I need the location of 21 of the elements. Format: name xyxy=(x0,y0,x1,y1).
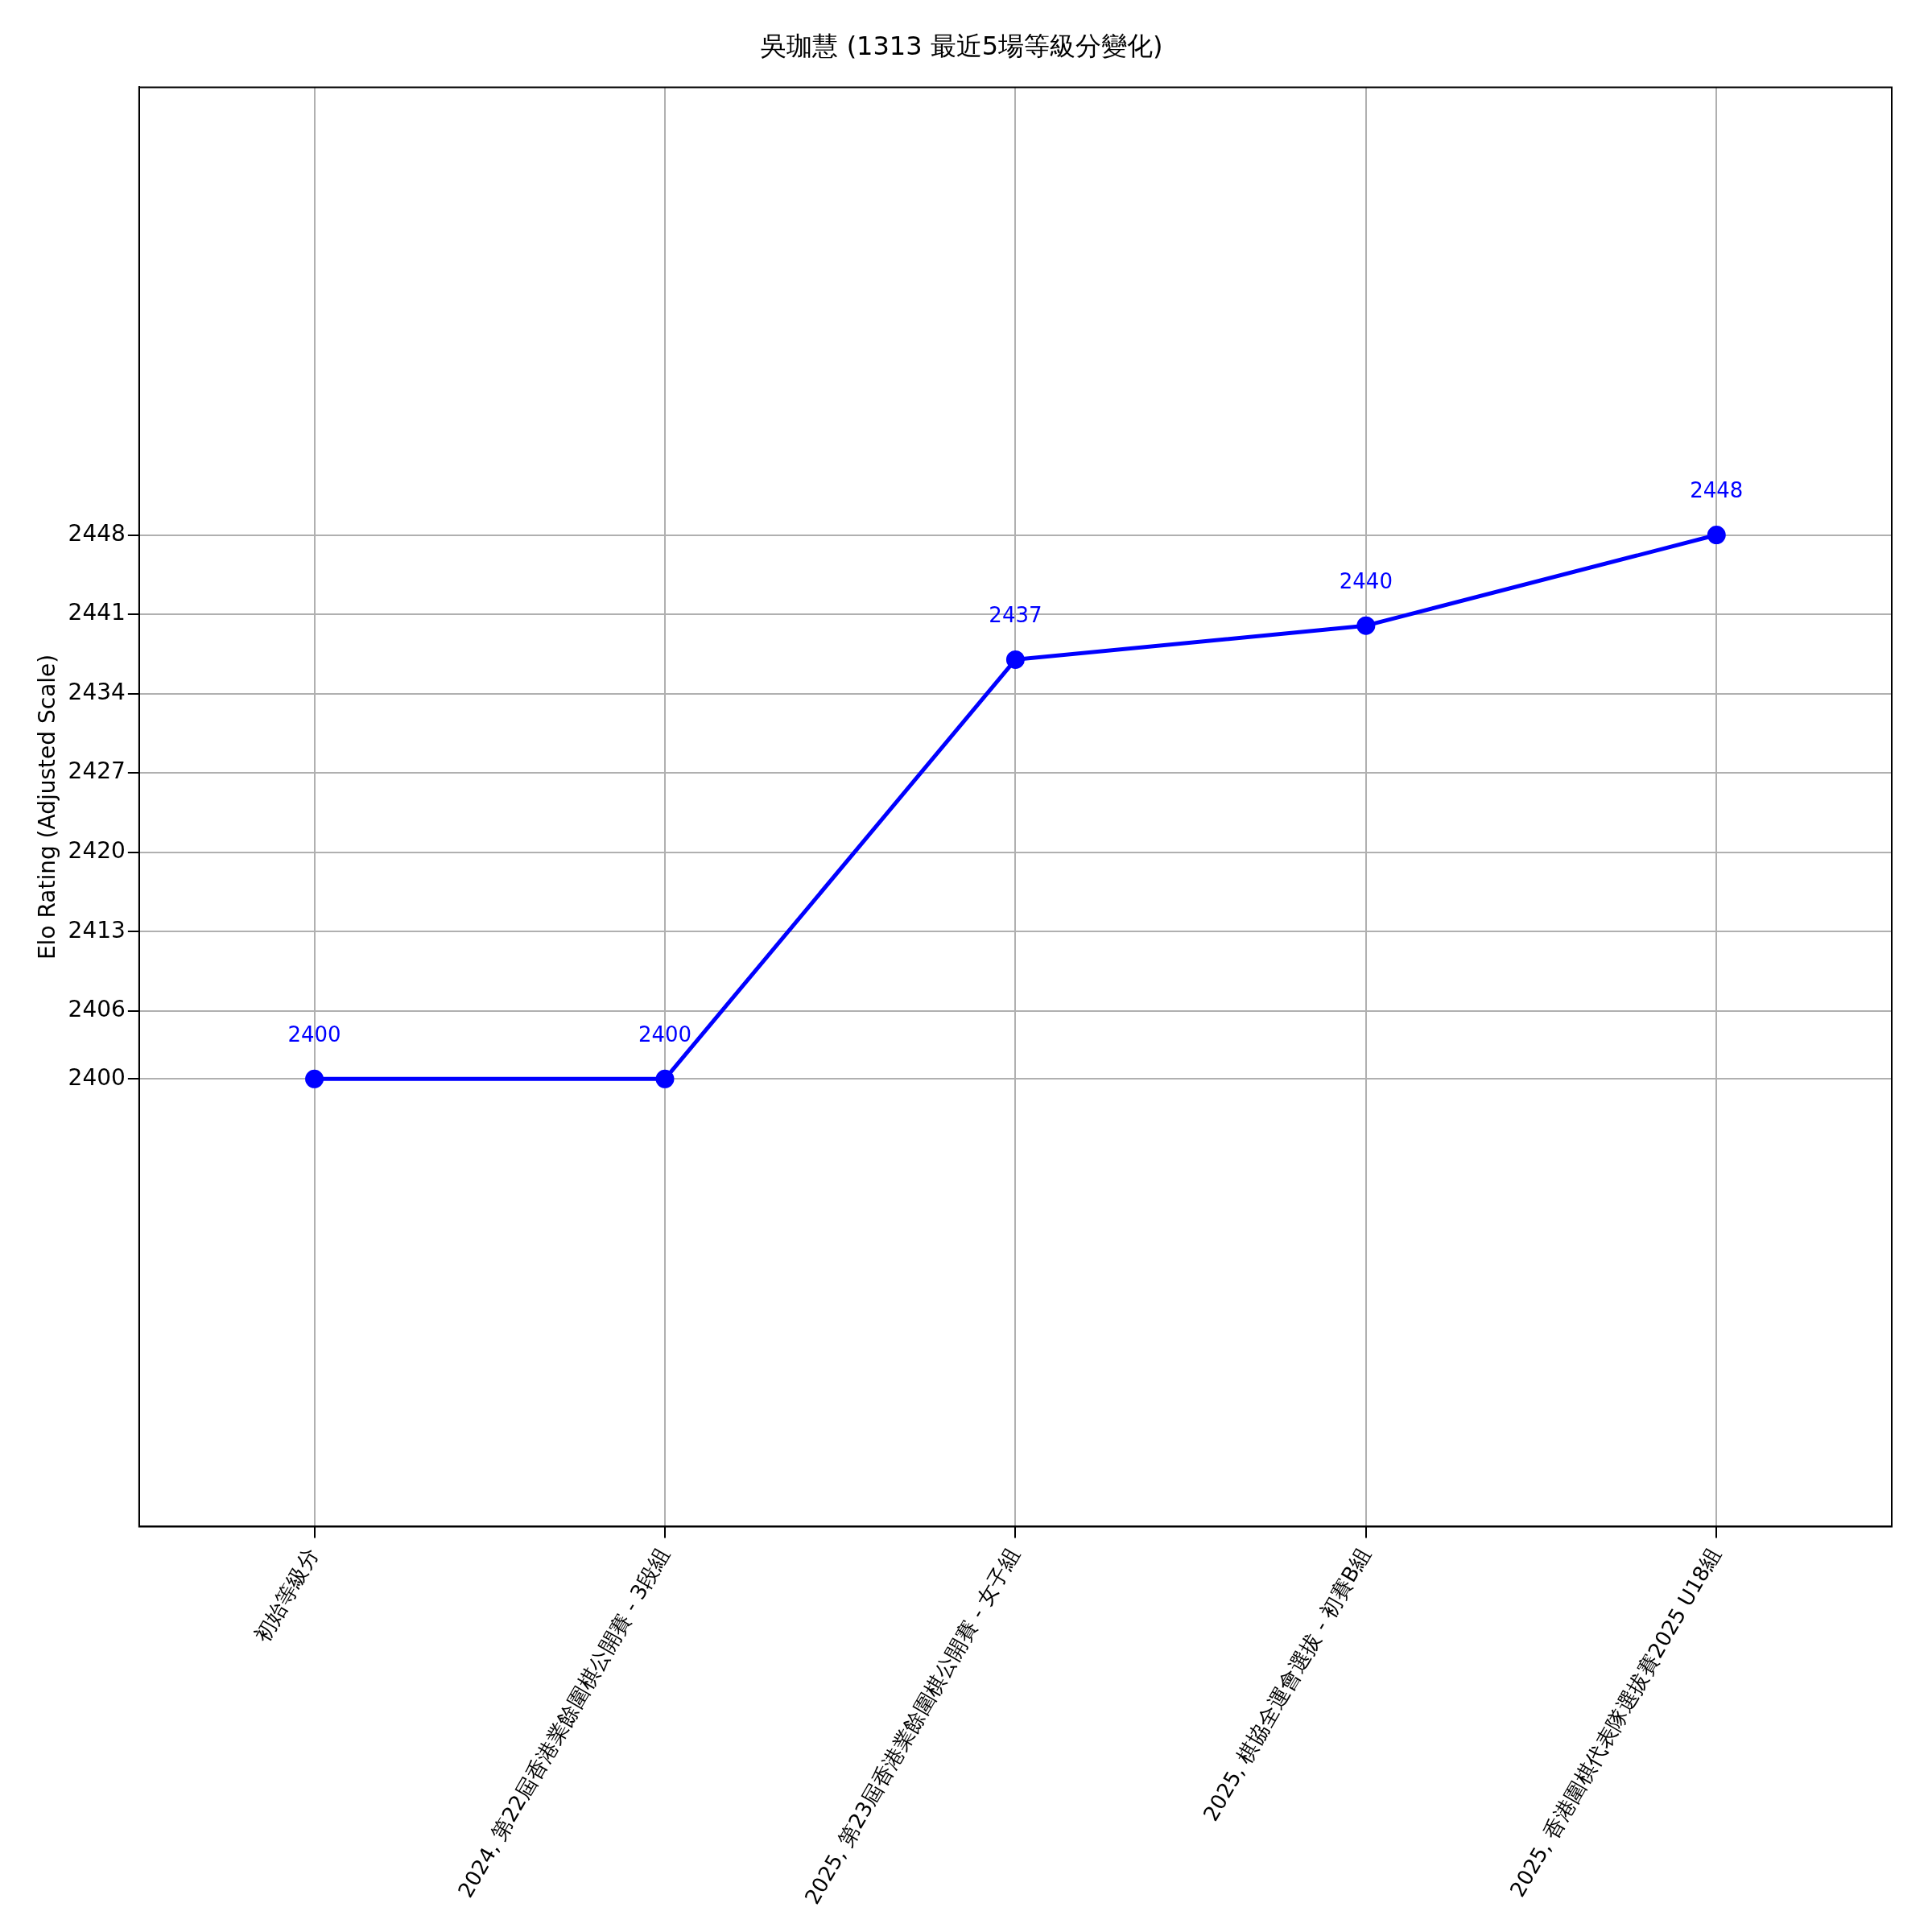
y-tick-label: 2441 xyxy=(68,599,126,626)
data-label: 2440 xyxy=(1339,568,1393,593)
data-label: 2400 xyxy=(287,1022,341,1047)
point xyxy=(305,1069,324,1088)
data-label: 2400 xyxy=(638,1022,692,1047)
chart-title: 吳珈慧 (1313 最近5場等級分變化) xyxy=(761,30,1163,61)
point xyxy=(1707,526,1726,545)
y-tick-label: 2448 xyxy=(68,519,126,547)
y-tick-label: 2400 xyxy=(68,1063,126,1091)
y-tick-label: 2434 xyxy=(68,678,126,705)
point xyxy=(1005,650,1025,669)
y-tick-label: 2406 xyxy=(68,996,126,1023)
y-tick-label: 2420 xyxy=(68,837,126,865)
x-tick-label: 初始等級分 xyxy=(250,1543,324,1647)
data-label: 2437 xyxy=(989,603,1042,628)
point xyxy=(1356,616,1376,635)
point xyxy=(655,1069,675,1088)
y-tick-label: 2413 xyxy=(68,916,126,943)
y-tick-label: 2427 xyxy=(68,758,126,785)
data-label: 2448 xyxy=(1690,478,1744,503)
y-axis-title: Elo Rating (Adjusted Scale) xyxy=(34,654,61,960)
